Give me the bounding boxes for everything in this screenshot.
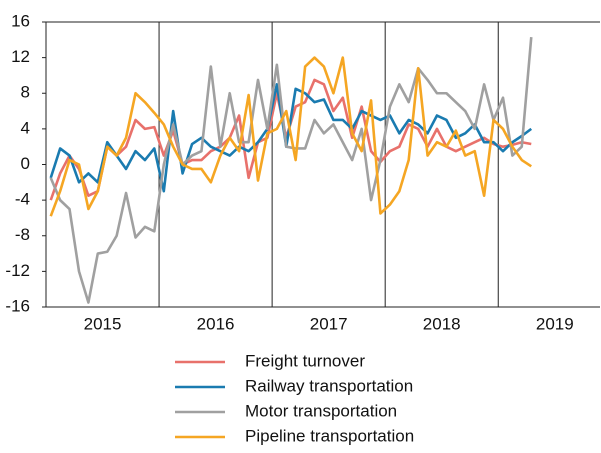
- series-line: [49, 83, 533, 193]
- y-tick-label: 8: [21, 83, 30, 102]
- x-tick-label: 2019: [536, 314, 574, 333]
- y-tick-label: -16: [5, 296, 30, 315]
- y-tick-label: 16: [11, 11, 30, 30]
- y-tick-label: 0: [21, 154, 30, 173]
- y-tick-label: 4: [21, 118, 30, 137]
- legend-label: Motor transportation: [245, 401, 397, 420]
- x-tick-label: 2018: [423, 314, 461, 333]
- y-tick-label: -8: [15, 225, 30, 244]
- legend-label: Railway transportation: [245, 376, 413, 395]
- x-tick-label: 2016: [197, 314, 235, 333]
- series-line: [49, 37, 533, 304]
- x-tick-label: 2015: [84, 314, 122, 333]
- legend-label: Pipeline transportation: [245, 426, 414, 445]
- y-tick-label: 12: [11, 47, 30, 66]
- x-tick-label: 2017: [310, 314, 348, 333]
- series-line: [49, 56, 532, 217]
- y-tick-label: -4: [15, 190, 30, 209]
- legend-label: Freight turnover: [245, 351, 365, 370]
- y-tick-label: -12: [5, 261, 30, 280]
